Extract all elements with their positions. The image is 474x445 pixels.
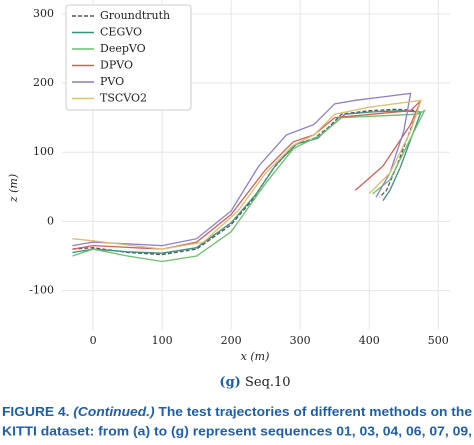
legend-label: DeepVO — [100, 42, 146, 55]
legend: Groundtruth CEGVO DeepVO DPVO PVO TSCVO2 — [65, 4, 192, 111]
trajectory-line — [72, 109, 426, 263]
x-axis-label: x (m) — [241, 350, 270, 363]
y-tick-label: 300 — [33, 7, 54, 20]
trajectory-line — [72, 99, 422, 250]
caption-label: FIGURE 4. — [2, 404, 69, 419]
caption-continued: (Continued.) — [73, 404, 154, 419]
y-axis-label: z (m) — [7, 174, 20, 203]
legend-label: PVO — [100, 75, 124, 88]
subcaption: (g) Seq.10 — [219, 375, 290, 390]
trajectory-line — [72, 92, 412, 247]
legend-label: TSCVO2 — [100, 92, 147, 105]
y-tick-label: 200 — [33, 76, 54, 89]
subcaption-label: (g) — [219, 375, 240, 390]
y-tick-label: 0 — [47, 214, 54, 227]
caption-line: KITTI dataset: from (a) to (g) represent… — [2, 423, 472, 438]
x-tick-label: 400 — [359, 334, 380, 347]
legend-label: DPVO — [100, 59, 133, 72]
x-tick-label: 100 — [152, 334, 173, 347]
caption-text: The test trajectories of different metho… — [158, 404, 472, 419]
x-tick-label: 0 — [90, 334, 97, 347]
legend-label: Groundtruth — [100, 9, 170, 22]
x-tick-label: 200 — [221, 334, 242, 347]
trajectory-line — [72, 99, 422, 250]
legend-box — [65, 4, 192, 111]
legend-label: CEGVO — [100, 26, 142, 39]
x-tick-label: 300 — [290, 334, 311, 347]
y-tick-label: -100 — [29, 284, 54, 297]
x-tick-label: 500 — [428, 334, 449, 347]
caption-line: FIGURE 4. (Continued.) The test trajecto… — [2, 404, 472, 419]
trajectory-line — [72, 110, 422, 254]
subcaption-text: Seq.10 — [245, 375, 291, 390]
y-tick-label: 100 — [33, 145, 54, 158]
